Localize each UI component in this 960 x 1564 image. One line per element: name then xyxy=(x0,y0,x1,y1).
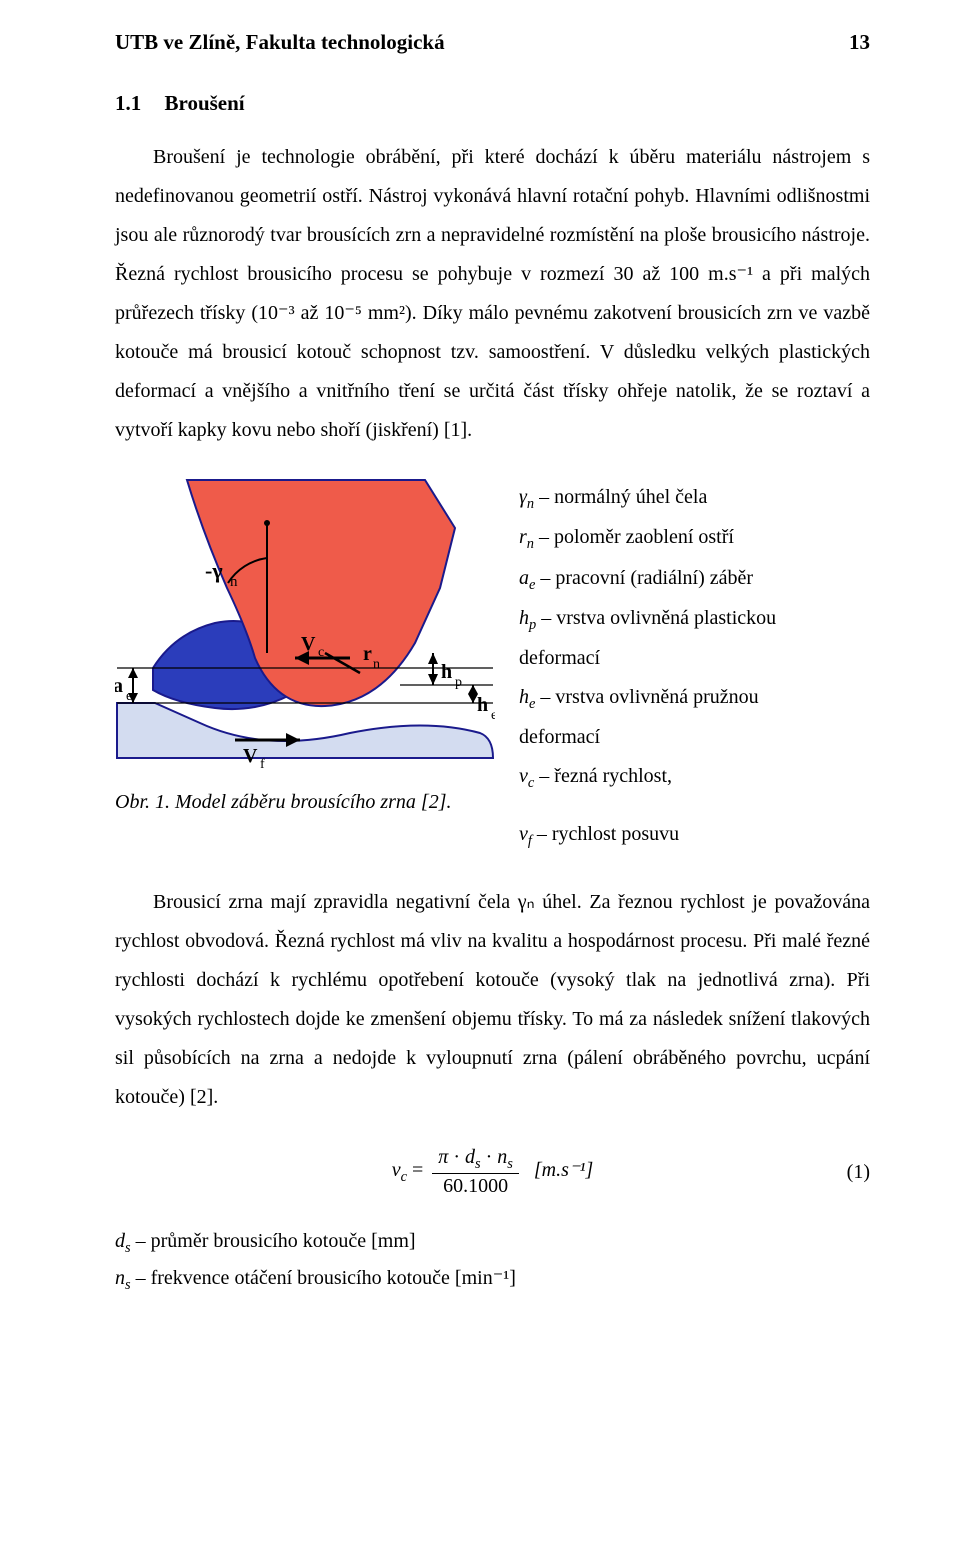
figure-block: -γ n V c r n a e h p xyxy=(115,478,870,855)
def-ns: ns – frekvence otáčení brousicího kotouč… xyxy=(115,1261,870,1297)
header-page-number: 13 xyxy=(849,30,870,55)
page-header: UTB ve Zlíně, Fakulta technologická 13 xyxy=(115,30,870,55)
legend-ae: ae – pracovní (radiální) záběr xyxy=(519,559,870,599)
section-heading: 1.1 Broušení xyxy=(115,91,870,116)
figure-caption: Obr. 1. Model záběru brousícího zrna [2]… xyxy=(115,788,495,816)
legend-def2: deformací xyxy=(519,718,870,757)
figure-left-column: -γ n V c r n a e h p xyxy=(115,478,495,816)
svg-text:e: e xyxy=(126,689,132,704)
section-number: 1.1 xyxy=(115,91,141,116)
header-left: UTB ve Zlíně, Fakulta technologická xyxy=(115,30,445,55)
legend-rn: rn – poloměr zaoblení ostří xyxy=(519,518,870,558)
svg-text:e: e xyxy=(491,708,495,723)
svg-text:h: h xyxy=(477,694,488,716)
svg-text:p: p xyxy=(455,675,462,690)
svg-text:n: n xyxy=(373,657,380,672)
section-title-text: Broušení xyxy=(165,91,245,115)
figure-legend: γn – normálný úhel čela rn – poloměr zao… xyxy=(519,478,870,855)
svg-text:c: c xyxy=(318,645,324,660)
paragraph-1: Broušení je technologie obrábění, při kt… xyxy=(115,138,870,450)
equation-1: vc = π · ds · ns 60.1000 [m.s⁻¹] (1) xyxy=(115,1145,870,1198)
grain-diagram: -γ n V c r n a e h p xyxy=(115,478,495,778)
equation-number: (1) xyxy=(847,1160,870,1184)
symbol-definitions: ds – průměr brousicího kotouče [mm] ns –… xyxy=(115,1224,870,1297)
legend-gamma: γn – normálný úhel čela xyxy=(519,478,870,518)
legend-vc: vc – řezná rychlost, xyxy=(519,757,870,797)
svg-text:V: V xyxy=(301,633,316,655)
svg-text:f: f xyxy=(260,757,265,772)
svg-text:n: n xyxy=(230,574,238,590)
legend-he: he – vrstva ovlivněná pružnou xyxy=(519,678,870,718)
svg-text:V: V xyxy=(243,745,258,767)
legend-def1: deformací xyxy=(519,639,870,678)
paragraph-2: Brousicí zrna mají zpravidla negativní č… xyxy=(115,883,870,1117)
equation-fraction: π · ds · ns 60.1000 xyxy=(432,1145,519,1198)
svg-text:-γ: -γ xyxy=(205,558,223,583)
svg-text:a: a xyxy=(115,675,123,697)
legend-hp: hp – vrstva ovlivněná plastickou xyxy=(519,599,870,639)
legend-vf: vf – rychlost posuvu xyxy=(519,815,870,855)
svg-text:r: r xyxy=(363,643,372,665)
def-ds: ds – průměr brousicího kotouče [mm] xyxy=(115,1224,870,1260)
equation-body: vc = π · ds · ns 60.1000 [m.s⁻¹] xyxy=(392,1145,594,1198)
svg-text:h: h xyxy=(441,661,452,683)
